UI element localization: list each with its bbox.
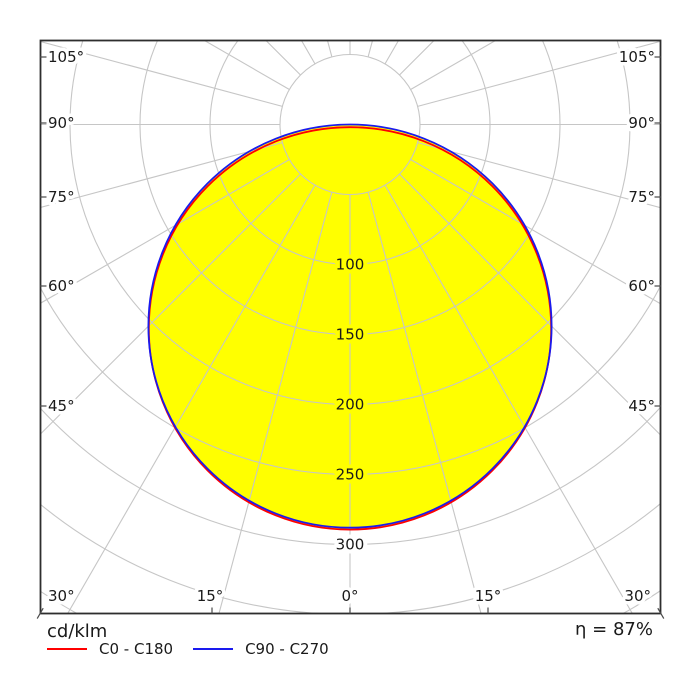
grid-ray [40, 142, 283, 208]
angle-label: 105° [619, 48, 655, 66]
angle-label: 75° [48, 188, 75, 206]
legend-item-1: C90 - C270 [193, 641, 329, 658]
angle-ticks [36, 56, 665, 619]
grid-ray [67, 184, 316, 614]
grid-ray [40, 41, 283, 107]
angle-label: 60° [628, 277, 655, 295]
grid-ray [218, 191, 333, 614]
grid-ray [410, 40, 497, 90]
angle-label: 105° [48, 48, 84, 66]
grid-ray [417, 40, 661, 107]
angle-label: 45° [48, 397, 75, 415]
ring-label-250: 250 [336, 466, 365, 484]
angle-labels: 105° 90° 75° 60° 45° 30° 105° 90° 75° 60° 45° 30° 15… [45, 45, 659, 609]
grid-ray [367, 191, 482, 614]
angle-label: 15° [475, 587, 502, 605]
grid-ray [367, 40, 374, 58]
legend-swatch-1 [193, 648, 234, 651]
grid-ray [203, 40, 290, 90]
chart-legend: C0 - C180 C90 - C270 [47, 641, 329, 658]
legend-swatch-0 [47, 648, 87, 651]
angle-label: 45° [628, 397, 655, 415]
grid-ray [384, 184, 633, 614]
angle-label: 30° [624, 587, 651, 605]
angle-label: 0° [341, 587, 358, 605]
grid-ray [417, 142, 661, 209]
ring-label-150: 150 [336, 326, 365, 344]
angle-label: 15° [197, 587, 224, 605]
grid-ray [399, 173, 661, 436]
ring-label-100: 100 [336, 256, 365, 274]
curve-c90-c270 [147, 123, 553, 529]
legend-label-1: C90 - C270 [245, 640, 329, 658]
grid-ray [410, 159, 661, 305]
ring-value-labels: 100 150 200 250 300 [332, 252, 369, 558]
angle-label: 60° [48, 277, 75, 295]
legend-item-0: C0 - C180 [47, 641, 173, 658]
grid-ray [40, 159, 290, 304]
grid-ray [265, 40, 301, 76]
grid-ray [40, 173, 301, 435]
units-label: cd/klm [47, 621, 108, 642]
ring-label-300: 300 [336, 536, 365, 554]
angle-label: 90° [48, 114, 75, 132]
angle-label: 75° [628, 188, 655, 206]
efficiency-label: η = 87% [575, 619, 653, 640]
angle-label: 30° [48, 587, 75, 605]
legend-label-0: C0 - C180 [99, 640, 174, 658]
angle-label: 90° [628, 114, 655, 132]
grid-ray [326, 40, 333, 58]
ring-label-200: 200 [336, 396, 365, 414]
